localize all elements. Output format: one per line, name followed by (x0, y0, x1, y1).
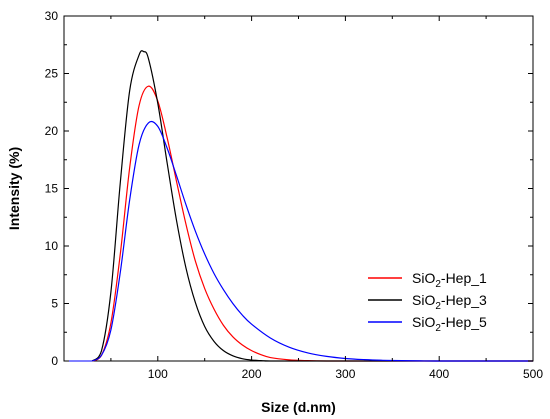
legend-label: SiO2-Hep_1 (412, 270, 487, 290)
y-tick-label: 15 (45, 182, 59, 196)
y-tick-label: 20 (45, 124, 59, 138)
x-tick-label: 300 (335, 367, 355, 381)
series-line-1 (91, 85, 533, 362)
series-line-2 (91, 50, 533, 362)
tick-layer: 0 5 10 15 20 25 30 100 200 300 400 500 (45, 9, 544, 381)
y-tick-label: 0 (51, 354, 58, 368)
series-line-3 (91, 120, 533, 362)
x-tick-label: 200 (242, 367, 262, 381)
legend-label: SiO2-Hep_3 (412, 292, 487, 312)
y-tick-label: 30 (45, 9, 59, 23)
legend-item: SiO2-Hep_1 (368, 270, 487, 290)
x-axis-title: Size (d.nm) (261, 399, 336, 415)
x-tick-label: 500 (523, 367, 543, 381)
legend-item: SiO2-Hep_5 (368, 314, 487, 334)
y-tick-label: 10 (45, 239, 59, 253)
x-tick-label: 400 (429, 367, 449, 381)
series-layer (64, 50, 533, 362)
legend-item: SiO2-Hep_3 (368, 292, 487, 312)
y-axis-title: Intensity (%) (6, 147, 22, 230)
y-tick-label: 25 (45, 67, 59, 81)
legend-label: SiO2-Hep_5 (412, 314, 487, 334)
x-tick-label: 100 (148, 367, 168, 381)
y-tick-label: 5 (51, 297, 58, 311)
